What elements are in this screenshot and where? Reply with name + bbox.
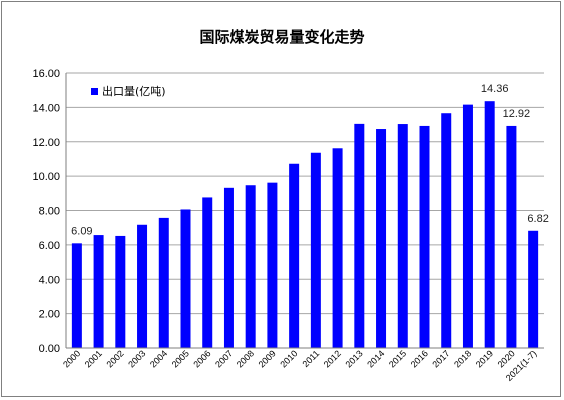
bar [180, 209, 191, 348]
x-tick-label: 2005 [170, 348, 191, 369]
data-label: 12.92 [503, 108, 531, 120]
y-tick-label: 4.00 [39, 274, 60, 286]
data-label: 14.36 [481, 83, 509, 95]
bar [245, 185, 256, 348]
y-tick-label: 8.00 [39, 206, 60, 218]
x-tick-label: 2014 [365, 348, 386, 369]
bar [397, 124, 408, 348]
bar [376, 129, 387, 348]
chart-title: 国际煤炭贸易量变化走势 [199, 28, 365, 46]
bar [332, 148, 343, 348]
y-tick-label: 14.00 [32, 102, 60, 114]
x-tick-label: 2010 [278, 348, 299, 369]
bar [484, 101, 495, 348]
data-labels: 6.09 14.36 12.92 6.82 [71, 83, 549, 237]
y-tick-label: 16.00 [32, 68, 60, 80]
y-tick-label: 2.00 [39, 309, 60, 321]
y-tick-label: 6.00 [39, 240, 60, 252]
bar [223, 187, 234, 348]
x-tick-label: 2006 [191, 348, 212, 369]
x-tick-label: 2009 [257, 348, 278, 369]
x-tick-label: 2018 [452, 348, 473, 369]
bar [310, 152, 321, 348]
legend: 出口量(亿吨) [91, 84, 166, 98]
y-tick-label: 12.00 [32, 137, 60, 149]
x-tick-label: 2012 [322, 348, 343, 369]
x-tick-label: 2013 [343, 348, 364, 369]
x-tick-label: 2011 [301, 348, 322, 369]
bar [441, 113, 452, 348]
x-tick-label: 2015 [387, 348, 408, 369]
bar [71, 243, 82, 348]
bar [419, 125, 430, 348]
y-tick-label: 10.00 [32, 171, 60, 183]
bar [354, 123, 365, 348]
legend-label: 出口量(亿吨) [102, 84, 166, 98]
bar [267, 182, 278, 348]
bar [158, 217, 169, 348]
bars [71, 101, 539, 348]
x-tick-label: 2019 [474, 348, 495, 369]
bar [202, 197, 213, 348]
legend-swatch [91, 88, 98, 95]
x-axis: 2000 2001 2002 2003 2004 2005 2006 2007 2008 2009… [61, 347, 544, 383]
y-axis: 0.00 2.00 4.00 6.00 8.00 10.00 12.00 14.00 16.00 [32, 68, 67, 355]
x-tick-label: 2000 [61, 348, 82, 369]
x-tick-label: 2007 [213, 348, 234, 369]
data-label: 6.82 [527, 213, 548, 225]
bar [289, 163, 300, 348]
x-tick-label: 2003 [126, 348, 147, 369]
x-tick-label: 2008 [235, 348, 256, 369]
bar [137, 224, 148, 348]
x-tick-label: 2001 [83, 348, 104, 369]
x-tick-label: 2016 [409, 348, 430, 369]
bar [115, 235, 126, 348]
y-tick-label: 0.00 [39, 343, 60, 355]
data-label: 6.09 [71, 225, 92, 237]
x-tick-label: 2002 [104, 348, 125, 369]
x-tick-label: 2017 [430, 348, 451, 369]
bar [528, 230, 539, 348]
bar [462, 104, 473, 348]
bar [93, 235, 104, 348]
bar [506, 125, 517, 348]
x-tick-label: 2004 [148, 348, 169, 369]
